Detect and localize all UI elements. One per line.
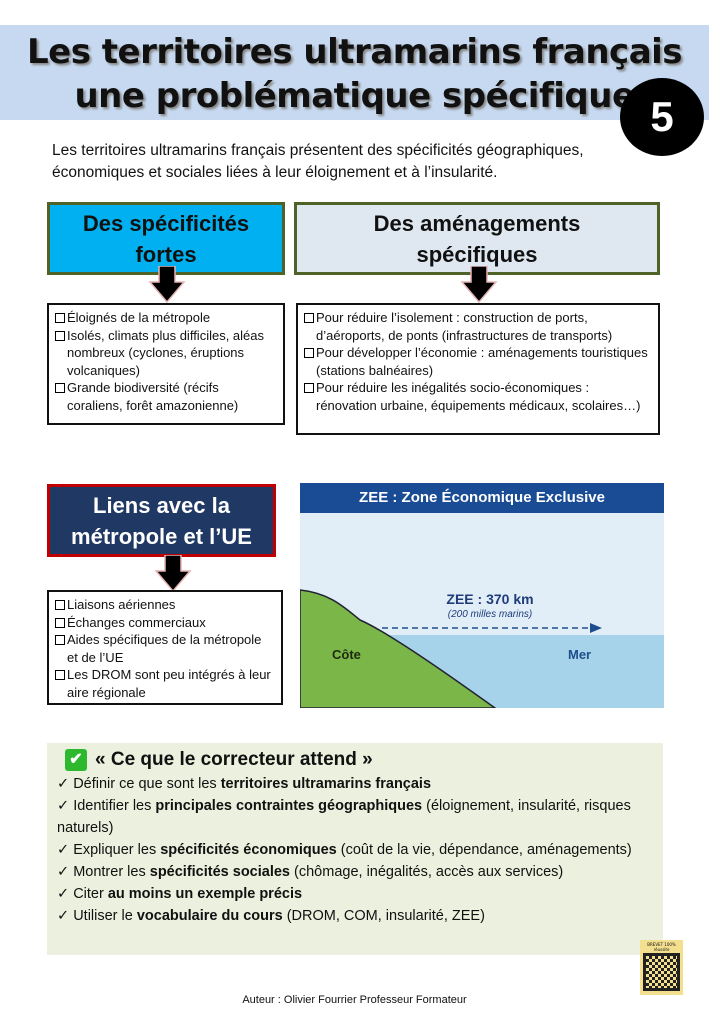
- list-item: Les DROM sont peu intégrés à leur aire r…: [55, 666, 275, 701]
- checkbox-icon: [55, 383, 65, 393]
- footer-author: Auteur : Olivier Fourrier Professeur For…: [0, 994, 709, 1006]
- criteria-box: ✔ « Ce que le correcteur attend » ✓ Défin…: [47, 743, 663, 955]
- qr-pattern: [643, 953, 680, 991]
- list-item: Pour développer l’économie : aménagement…: [304, 344, 652, 379]
- arrow-down-icon: [148, 266, 186, 304]
- zee-diagram: ZEE : Zone Économique Exclusive ZEE : 37…: [300, 483, 664, 708]
- checkmark-icon: ✔: [65, 749, 87, 771]
- list-item: Liaisons aériennes: [55, 596, 275, 614]
- zee-distance: ZEE : 370 km: [430, 591, 550, 607]
- check-icon: ✓: [57, 798, 73, 814]
- page-title-line2: une problématique spécifique: [0, 76, 709, 116]
- list-item: Isolés, climats plus difficiles, aléas n…: [55, 327, 277, 380]
- criteria-item: ✓ Montrer les spécificités sociales (chô…: [57, 861, 653, 883]
- checkbox-icon: [55, 670, 65, 680]
- box2-list: Pour réduire l’isolement : construction …: [296, 303, 660, 435]
- criteria-item: ✓ Identifier les principales contraintes…: [57, 795, 653, 839]
- qr-label: BREVET 100% réussite: [642, 942, 681, 952]
- check-icon: ✓: [57, 776, 73, 792]
- box1-heading: Des spécificités fortes: [47, 202, 285, 275]
- arrow-down-icon: [154, 555, 192, 593]
- box3-heading: Liens avec la métropole et l’UE: [47, 484, 276, 557]
- criteria-item: ✓ Définir ce que sont les territoires ul…: [57, 773, 653, 795]
- list-item: Éloignés de la métropole: [55, 309, 277, 327]
- criteria-header: ✔ « Ce que le correcteur attend »: [57, 749, 653, 771]
- checkbox-icon: [304, 313, 314, 323]
- land-label: Côte: [332, 647, 361, 662]
- list-item: Pour réduire l’isolement : construction …: [304, 309, 652, 344]
- check-icon: ✓: [57, 842, 73, 858]
- list-item: Aides spécifiques de la métropole et de …: [55, 631, 275, 666]
- zee-title: ZEE : Zone Économique Exclusive: [300, 483, 664, 513]
- box2-heading: Des aménagements spécifiques: [294, 202, 660, 275]
- box3-list: Liaisons aériennes Échanges commerciaux …: [47, 590, 283, 705]
- check-icon: ✓: [57, 886, 73, 902]
- checkbox-icon: [55, 313, 65, 323]
- arrow-down-icon: [460, 266, 498, 304]
- check-icon: ✓: [57, 864, 73, 880]
- checkbox-icon: [55, 331, 65, 341]
- criteria-item: ✓ Utiliser le vocabulaire du cours (DROM…: [57, 905, 653, 927]
- intro-text: Les territoires ultramarins français pré…: [52, 140, 672, 184]
- checkbox-icon: [304, 383, 314, 393]
- list-item: Pour réduire les inégalités socio-économ…: [304, 379, 652, 414]
- qr-code: BREVET 100% réussite: [640, 940, 683, 995]
- checkbox-icon: [304, 348, 314, 358]
- zee-distance-note: (200 milles marins): [420, 609, 560, 620]
- box1-list: Éloignés de la métropole Isolés, climats…: [47, 303, 285, 425]
- checkbox-icon: [55, 618, 65, 628]
- sea-label: Mer: [568, 647, 591, 662]
- checkbox-icon: [55, 635, 65, 645]
- criteria-title: « Ce que le correcteur attend »: [95, 749, 373, 771]
- list-item: Échanges commerciaux: [55, 614, 275, 632]
- criteria-list: ✓ Définir ce que sont les territoires ul…: [57, 773, 653, 927]
- checkbox-icon: [55, 600, 65, 610]
- check-icon: ✓: [57, 908, 73, 924]
- criteria-item: ✓ Expliquer les spécificités économiques…: [57, 839, 653, 861]
- list-item: Grande biodiversité (récifs coraliens, f…: [55, 379, 277, 414]
- criteria-item: ✓ Citer au moins un exemple précis: [57, 883, 653, 905]
- page-title-line1: Les territoires ultramarins français: [0, 32, 709, 72]
